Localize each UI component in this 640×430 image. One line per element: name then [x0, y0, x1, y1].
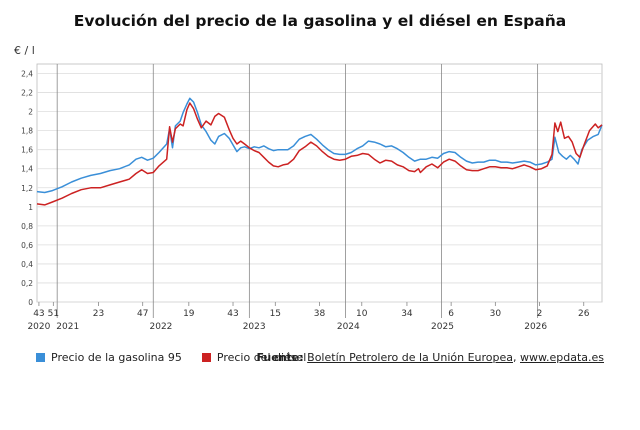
legend-label-diesel: Precio del diésel: [216, 351, 307, 364]
source-url-link[interactable]: www.epdata.es: [520, 351, 604, 364]
legend-label-gasolina: Precio de la gasolina 95: [51, 351, 182, 364]
x-tick-label: 43: [33, 309, 44, 319]
x-year-label: 2022: [150, 322, 173, 332]
x-tick-label: 43: [227, 309, 238, 319]
y-tick-label: 0,2: [21, 279, 33, 288]
series-line-diesel: [36, 102, 603, 206]
y-tick-label: 0,6: [21, 241, 33, 250]
x-year-label: 2020: [27, 322, 50, 332]
x-tick-label: 34: [401, 309, 413, 319]
chart-title: Evolución del precio de la gasolina y el…: [73, 12, 567, 30]
x-year-label: 2023: [243, 322, 266, 332]
x-year-label: 2021: [56, 322, 79, 332]
x-year-label: 2024: [337, 322, 360, 332]
x-tick-label: 30: [490, 309, 502, 319]
x-year-label: 2026: [524, 322, 547, 332]
y-tick-label: 0: [28, 298, 33, 307]
y-tick-label: 1,8: [21, 127, 33, 136]
x-tick-label: 47: [137, 309, 148, 319]
y-tick-label: 1,2: [21, 184, 33, 193]
source-prefix: Fuente:: [256, 351, 304, 364]
y-tick-label: 0,8: [21, 222, 33, 231]
line-chart: 00,20,40,60,811,21,41,61,822,22,443 51 23 4…: [21, 63, 603, 332]
y-tick-label: 2: [28, 108, 33, 117]
x-tick-label: 19: [183, 309, 195, 319]
source-separator: ,: [513, 351, 520, 364]
legend-swatch-gasolina: [36, 353, 45, 362]
x-tick-label: 38: [314, 309, 326, 319]
plot-area: [36, 63, 603, 303]
y-axis-unit-label: € / l: [14, 44, 35, 57]
source-note: Fuente: Boletín Petrolero de la Unión Eu…: [256, 351, 604, 364]
x-tick-label: 2: [537, 309, 543, 319]
x-tick-label: 23: [93, 309, 104, 319]
x-year-label: 2025: [431, 322, 454, 332]
y-tick-label: 2,4: [21, 70, 33, 79]
x-tick-label: 15: [270, 309, 281, 319]
x-tick-label: 6: [448, 309, 454, 319]
chart-legend: Precio de la gasolina 95 Precio del diés…: [36, 351, 326, 364]
y-tick-label: 1,6: [21, 146, 33, 155]
y-tick-label: 2,2: [21, 89, 33, 98]
legend-item-gasolina: Precio de la gasolina 95: [36, 351, 182, 364]
x-tick-label: 10: [356, 309, 368, 319]
y-tick-label: 1: [28, 203, 33, 212]
y-tick-label: 1,4: [21, 165, 33, 174]
x-tick-label: 26: [578, 309, 590, 319]
source-name-link[interactable]: Boletín Petrolero de la Unión Europea: [307, 351, 513, 364]
x-tick-label: 51: [48, 309, 59, 319]
legend-item-diesel: Precio del diésel: [201, 351, 307, 364]
y-tick-label: 0,4: [21, 260, 33, 269]
legend-swatch-diesel: [201, 353, 211, 362]
